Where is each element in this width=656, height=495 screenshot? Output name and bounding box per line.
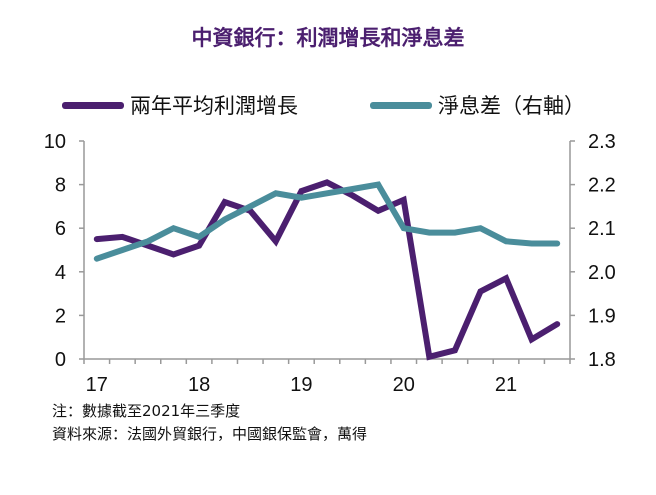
y-right-tick-label: 2.0 xyxy=(588,262,616,284)
chart-title: 中資銀行：利潤增長和淨息差 xyxy=(191,26,465,50)
legend-item-nim: 淨息差（右軸） xyxy=(370,90,585,120)
series-line-profit-growth xyxy=(93,179,561,361)
legend-swatch-nim xyxy=(370,101,432,109)
y-right-tick-label: 2.1 xyxy=(588,218,616,240)
legend-label-profit: 兩年平均利潤增長 xyxy=(130,94,298,118)
legend-label-nim: 淨息差（右軸） xyxy=(438,94,585,118)
x-tick-label: 17 xyxy=(86,374,108,396)
notes: 注：數據截至2021年三季度 資料來源：法國外貿銀行，中國銀保監會，萬得 xyxy=(52,400,367,446)
note-text: 注：數據截至2021年三季度 xyxy=(52,402,241,420)
y-left-tick-label: 6 xyxy=(55,218,66,240)
y-left-tick-label: 0 xyxy=(55,349,66,371)
y-left-tick-label: 4 xyxy=(55,262,66,284)
y-right-tick-label: 2.3 xyxy=(588,131,616,153)
x-tick-label: 21 xyxy=(495,374,517,396)
y-left-tick-label: 8 xyxy=(55,175,66,197)
x-tick-label: 18 xyxy=(188,374,210,396)
series-line-nim xyxy=(93,181,561,262)
y-right-tick-label: 1.8 xyxy=(588,349,616,371)
x-tick-label: 19 xyxy=(290,374,312,396)
x-tick-label: 20 xyxy=(393,374,415,396)
y-left-tick-label: 10 xyxy=(44,131,66,153)
y-right-tick-label: 2.2 xyxy=(588,175,616,197)
legend-swatch-profit xyxy=(62,101,124,109)
y-left-tick-label: 2 xyxy=(55,305,66,327)
y-right-tick-label: 1.9 xyxy=(588,305,616,327)
source-text: 資料來源：法國外貿銀行，中國銀保監會，萬得 xyxy=(52,425,368,443)
legend-item-profit-growth: 兩年平均利潤增長 xyxy=(62,90,298,120)
